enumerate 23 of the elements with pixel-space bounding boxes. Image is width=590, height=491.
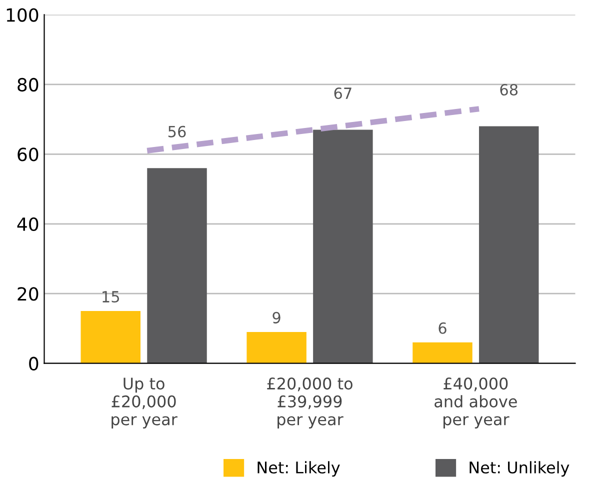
data-label: 6 [438,322,446,334]
y-tick-label: 20 [18,287,38,301]
x-tick-label: £40,000 and above per year [434,378,517,428]
x-tick-label: £20,000 to £39,999 per year [267,378,352,428]
bar [80,311,140,364]
bar [412,342,472,364]
y-tick-label: 100 [6,8,38,22]
x-tick-label: Up to £20,000 per year [112,378,178,428]
y-tick-label: 80 [18,78,38,92]
data-label: 67 [334,87,352,100]
y-tick-label: 60 [18,148,38,162]
data-label: 56 [168,126,186,138]
y-tick-label: 40 [17,217,38,232]
data-label: 68 [500,84,518,96]
legend-label: Net: Unlikely [470,461,570,477]
bar [246,332,306,364]
y-tick-label: 0 [29,356,38,370]
legend-label: Net: Likely [258,461,340,477]
data-label: 15 [102,291,120,303]
bar [479,126,539,364]
bar [313,130,373,364]
data-label: 9 [272,312,280,324]
bar [147,168,207,364]
